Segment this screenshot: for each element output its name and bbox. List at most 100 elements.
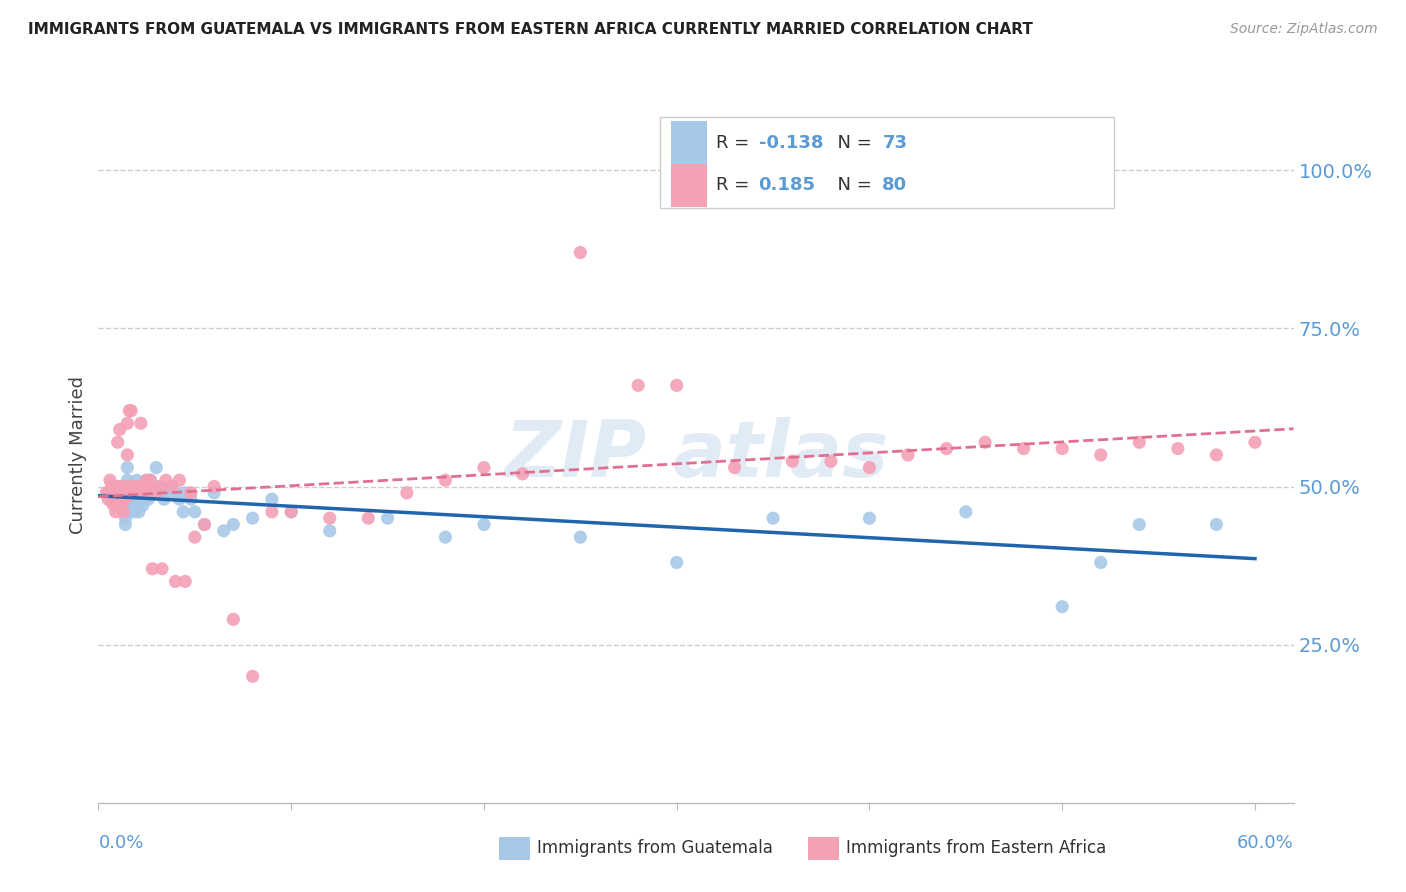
- Point: [242, 511, 264, 525]
- Point: [193, 517, 215, 532]
- Point: [141, 479, 163, 493]
- Point: [107, 499, 129, 513]
- Point: [132, 492, 155, 507]
- Point: [117, 448, 139, 462]
- Point: [280, 505, 302, 519]
- Point: [129, 417, 152, 431]
- Point: [120, 499, 142, 513]
- Point: [129, 479, 152, 493]
- Text: 0.185: 0.185: [759, 177, 815, 194]
- Point: [101, 495, 124, 509]
- Point: [114, 486, 136, 500]
- Point: [472, 460, 495, 475]
- Point: [114, 517, 136, 532]
- Point: [145, 460, 167, 475]
- Point: [108, 423, 131, 437]
- Point: [110, 479, 132, 493]
- Text: 60.0%: 60.0%: [1237, 834, 1294, 852]
- Point: [107, 486, 129, 500]
- Point: [1205, 517, 1227, 532]
- Point: [104, 505, 127, 519]
- Point: [117, 486, 139, 500]
- Point: [357, 511, 380, 525]
- Point: [260, 492, 283, 507]
- Point: [117, 486, 139, 500]
- Point: [193, 517, 215, 532]
- Point: [319, 524, 342, 538]
- Point: [129, 486, 152, 500]
- Point: [174, 486, 197, 500]
- Text: Source: ZipAtlas.com: Source: ZipAtlas.com: [1230, 22, 1378, 37]
- Point: [134, 479, 156, 493]
- Point: [150, 486, 173, 500]
- Point: [112, 505, 135, 519]
- Point: [569, 245, 592, 260]
- Point: [1167, 442, 1189, 456]
- Point: [165, 486, 187, 500]
- Point: [112, 492, 135, 507]
- Point: [122, 492, 145, 507]
- Point: [125, 486, 148, 500]
- Point: [723, 460, 745, 475]
- Point: [103, 486, 125, 500]
- Point: [1128, 517, 1150, 532]
- Text: Immigrants from Guatemala: Immigrants from Guatemala: [537, 839, 773, 857]
- Point: [112, 505, 135, 519]
- Text: 80: 80: [883, 177, 907, 194]
- Text: 73: 73: [883, 134, 907, 152]
- Point: [117, 499, 139, 513]
- Point: [858, 460, 880, 475]
- Point: [134, 486, 156, 500]
- Point: [1050, 599, 1073, 614]
- Point: [319, 511, 342, 525]
- Point: [172, 505, 194, 519]
- Point: [180, 492, 202, 507]
- Point: [128, 492, 150, 507]
- Point: [280, 505, 302, 519]
- Point: [395, 486, 418, 500]
- Point: [627, 378, 650, 392]
- Y-axis label: Currently Married: Currently Married: [69, 376, 87, 534]
- Text: R =: R =: [716, 177, 761, 194]
- Point: [122, 479, 145, 493]
- Point: [665, 556, 688, 570]
- Point: [129, 486, 152, 500]
- Point: [202, 486, 225, 500]
- Point: [665, 378, 688, 392]
- Point: [202, 479, 225, 493]
- Point: [120, 479, 142, 493]
- Point: [174, 574, 197, 589]
- Text: N =: N =: [825, 134, 877, 152]
- Point: [955, 505, 977, 519]
- Point: [110, 492, 132, 507]
- Point: [135, 473, 157, 487]
- Point: [1090, 556, 1112, 570]
- Point: [145, 486, 167, 500]
- Point: [222, 517, 245, 532]
- Point: [122, 486, 145, 500]
- Point: [110, 479, 132, 493]
- Point: [149, 479, 172, 493]
- Text: R =: R =: [716, 134, 755, 152]
- Point: [260, 505, 283, 519]
- Point: [98, 473, 121, 487]
- Point: [858, 511, 880, 525]
- Point: [97, 486, 120, 500]
- Point: [145, 486, 167, 500]
- Point: [820, 454, 842, 468]
- Point: [118, 492, 141, 507]
- Point: [124, 486, 146, 500]
- Point: [165, 574, 187, 589]
- Point: [125, 479, 148, 493]
- Point: [149, 479, 172, 493]
- Point: [138, 479, 160, 493]
- Point: [222, 612, 245, 626]
- Point: [112, 486, 135, 500]
- Point: [155, 473, 177, 487]
- Point: [472, 517, 495, 532]
- Point: [118, 403, 141, 417]
- Point: [153, 492, 176, 507]
- Point: [114, 479, 136, 493]
- Point: [110, 486, 132, 500]
- Point: [155, 486, 177, 500]
